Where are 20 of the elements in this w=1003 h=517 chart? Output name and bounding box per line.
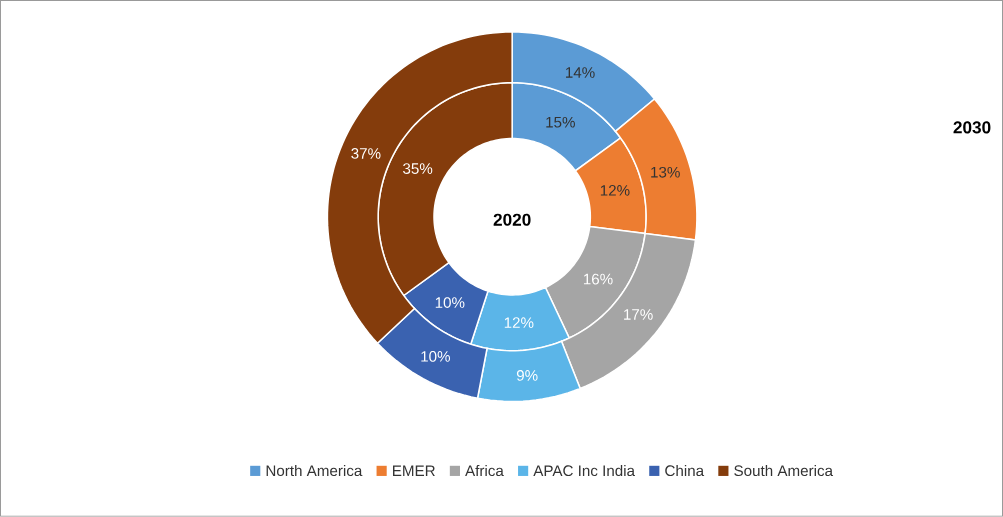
data-label: 14%: [566, 67, 595, 78]
legend-label: North America: [266, 465, 363, 477]
data-label: 10%: [421, 351, 451, 362]
data-label: 16%: [583, 273, 613, 285]
data-label: 12%: [504, 317, 534, 329]
legend-label: Africa: [465, 465, 504, 477]
slice-label: 2030: [953, 121, 991, 134]
data-label: 17%: [624, 309, 653, 320]
legend-label: EMER: [393, 465, 435, 477]
data-label: 13%: [651, 167, 680, 178]
data-label: 9%: [516, 370, 538, 381]
data-label: 10%: [435, 297, 465, 309]
legend-label: APAC Inc India: [533, 465, 636, 477]
slice-label: 2020: [493, 213, 531, 227]
data-label: 35%: [403, 163, 433, 175]
data-label: 12%: [600, 185, 630, 196]
data-label: 15%: [546, 117, 575, 128]
data-label: 37%: [351, 148, 381, 159]
legend-label: South America: [734, 465, 834, 477]
legend-label: China: [665, 465, 705, 477]
